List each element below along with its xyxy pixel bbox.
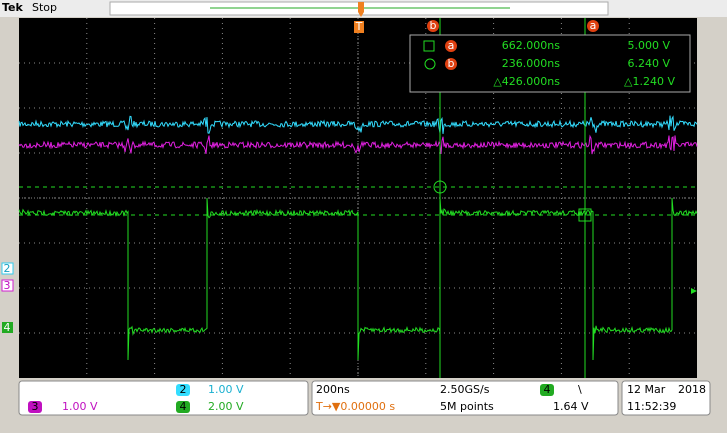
readout-delta-time: △426.000ns (493, 75, 560, 88)
ch-badge (176, 401, 190, 413)
ch-number: 3 (4, 279, 11, 292)
brand: Tek (2, 1, 24, 14)
date: 12 Mar (627, 383, 666, 396)
readout-time: 662.000ns (502, 39, 560, 52)
clock-panel (621, 380, 711, 416)
ch-badge (28, 401, 42, 413)
marker-badge (445, 40, 457, 52)
ch-number: 2 (4, 262, 11, 275)
trigger-badge (354, 21, 364, 33)
trigger-slope: \ (578, 383, 582, 396)
readout-marker: b (448, 57, 455, 70)
readout-volt: 6.240 V (627, 57, 670, 70)
ch-badge (540, 384, 554, 396)
ch-scale: 1.00 V (62, 400, 98, 413)
cursor-a-point (578, 208, 592, 222)
ch-badge (1, 262, 14, 275)
trigger-level: 1.64 V (553, 400, 589, 413)
vertical-panel (18, 380, 309, 416)
cursor-b-label: b (430, 19, 437, 32)
position: T→▼0.00000 s (315, 400, 395, 413)
ch-name: SW (20, 321, 38, 334)
ch-number: 2 (180, 383, 187, 396)
ch-badge (1, 279, 14, 292)
square-icon (423, 40, 435, 52)
ch-scale: 2.00 V (208, 400, 244, 413)
ch-number: 4 (180, 400, 187, 413)
record-length: 5M points (440, 400, 494, 413)
circle-icon (424, 58, 436, 70)
trigger-position (358, 2, 364, 17)
ch-badge (2, 322, 13, 333)
marker-badge (445, 58, 457, 70)
sample-rate: 2.50GS/s (440, 383, 490, 396)
cursor-a-badge (587, 20, 599, 32)
trigger-marker: T (355, 20, 363, 33)
cursor-b-badge (427, 20, 439, 32)
ch-scale: 1.00 V (208, 383, 244, 396)
time: 11:52:39 (627, 400, 676, 413)
year: 2018 (678, 383, 706, 396)
trigger-level-marker (691, 288, 697, 294)
readout-delta-volt: △1.240 V (624, 75, 675, 88)
ch-name: VSYS (20, 262, 48, 275)
waveform (18, 134, 698, 155)
cursor-b-point (433, 180, 447, 194)
trigger-source: 4 (544, 383, 551, 396)
ch-number: 4 (4, 321, 11, 334)
waveform (18, 115, 698, 134)
status: Stop (32, 1, 57, 14)
ch-number: 3 (32, 400, 39, 413)
readout-volt: 5.000 V (627, 39, 670, 52)
readout-time: 236.000ns (502, 57, 560, 70)
readout-marker: a (448, 39, 455, 52)
cursor-a-label: a (590, 19, 597, 32)
ch-badge (176, 384, 190, 396)
ch-name: VBAT (20, 279, 49, 292)
timebase: 200ns (316, 383, 350, 396)
